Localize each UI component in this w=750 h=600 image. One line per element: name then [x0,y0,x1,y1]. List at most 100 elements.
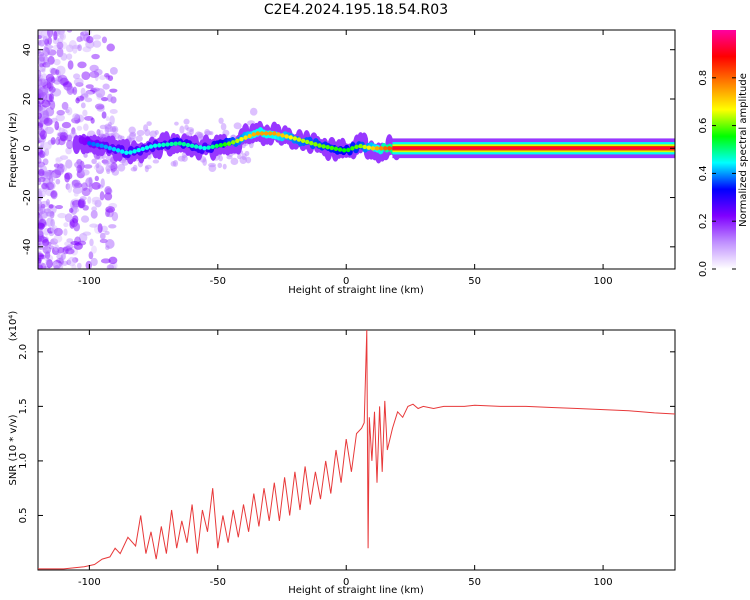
spectrogram-cell [317,143,322,148]
spectrogram-cell [73,242,83,250]
spectrogram-cell [177,155,186,162]
spectrogram-cell [288,135,293,140]
spectrogram-cell [280,133,285,138]
spectrogram-cell [239,137,244,142]
spectrogram-cell [53,234,63,243]
spectrogram-cell [247,133,252,139]
spectrogram-cell [89,70,100,79]
spectrogram-cell [259,131,265,136]
spectrogram-cell [71,179,81,187]
spectrogram-cell [185,142,191,148]
spectrogram-cell [41,99,51,108]
spectrogram-cell [82,204,89,211]
spectrogram-cell [88,182,93,193]
spectrogram-y-tick-label: -40 [22,239,33,255]
spectrogram-cell [38,104,44,112]
spectrogram-cell [233,122,242,130]
spectrogram-cell [66,85,74,95]
spectrogram-cell [179,125,185,134]
spectrogram-cell [220,122,227,131]
spectrogram-cell [272,131,277,136]
snr-x-tick-label: 0 [343,577,349,588]
spectrogram-cell [48,174,54,185]
spectrogram-cell [48,204,54,209]
spectrogram-cell [105,154,114,160]
spectrogram-cell [194,144,199,149]
spectrogram-cell [55,204,64,210]
spectrogram-cell [300,138,306,143]
spectrogram-cell [132,164,138,172]
spectrogram-cell [209,131,214,136]
spectrogram-cell [45,61,51,68]
spectrogram-cell [82,109,88,117]
spectrogram-cell [76,125,83,131]
spectrogram-cell [45,211,54,217]
spectrogram-cell [72,186,83,195]
spectrogram-cell [44,148,50,157]
spectrogram-cell [91,196,102,203]
spectrogram-cell [67,256,77,267]
spectrogram-cell [106,43,115,52]
snr-y-tick-label: 1.0 [18,453,29,469]
spectrogram-cell [66,107,73,116]
spectrogram-cell [304,139,310,145]
spectrogram-cell [84,97,93,103]
spectrogram-cell [173,141,178,146]
spectrogram-y-tick-label: 0 [22,145,33,151]
spectrogram-cell [38,69,42,79]
spectrogram-cell [92,40,102,48]
spectrogram-cell [165,142,170,147]
spectrogram-cell [41,190,46,197]
spectrogram-cell [38,78,47,87]
spectrogram-cell [152,143,158,148]
spectrogram-cell [106,264,114,269]
spectrogram-cell [100,225,108,233]
spectrogram-cell [85,84,94,89]
spectrogram-cell [237,154,242,160]
spectrogram-cell [135,135,143,142]
spectrogram-cell [354,144,359,149]
spectrogram-cell [267,131,273,136]
spectrogram-cell [104,73,110,78]
spectrogram-cell [292,136,298,141]
spectrogram-cell [38,257,42,264]
spectrogram-cell [329,145,335,151]
spectrogram-cell [111,147,117,152]
spectrogram-cell [109,66,118,75]
spectrogram-cell [38,112,43,120]
spectrogram-cell [140,146,145,152]
spectrogram-cell [109,88,118,93]
snr-y-tick-label: 2.0 [18,344,29,360]
spectrogram-cell [214,143,219,149]
spectrogram-cell [87,141,92,146]
spectrogram-cell [170,161,177,167]
colorbar-label: Normalized spectral amplitude [738,73,749,227]
spectrogram-cell [284,134,289,139]
spectrogram-cell [73,77,84,86]
spectrogram-cell [202,158,207,166]
snr-panel: -100 -50 0 50 100 0.5 1.0 1.5 2.0 Height of str… [8,311,676,596]
spectrogram-cell [66,53,73,60]
spectrogram-cell [55,178,61,185]
spectrogram-cell [50,190,58,200]
snr-x-tick-label: -100 [78,577,101,588]
spectrogram-cell [161,142,166,148]
spectrogram-cell [59,155,69,160]
spectrogram-cell [82,231,92,236]
spectrogram-cell [89,64,99,72]
spectrogram-cell [67,183,73,193]
spectrogram-cell [177,141,182,146]
spectrogram-cell [189,143,195,149]
spectrogram-cell [378,146,384,151]
spectrogram-cell [53,58,61,66]
spectrogram-cell [90,257,98,267]
spectrogram-x-tick-label: -50 [210,276,226,287]
spectrogram-cell [101,111,107,119]
spectrogram-cell [263,131,269,136]
spectrogram-cell [210,144,215,149]
spectrogram-cell [206,145,211,150]
spectrogram-cell [80,102,86,109]
spectrogram-y-tick-label: -20 [22,189,33,205]
spectrogram-cell [38,146,41,153]
spectrogram-cell [73,73,81,80]
